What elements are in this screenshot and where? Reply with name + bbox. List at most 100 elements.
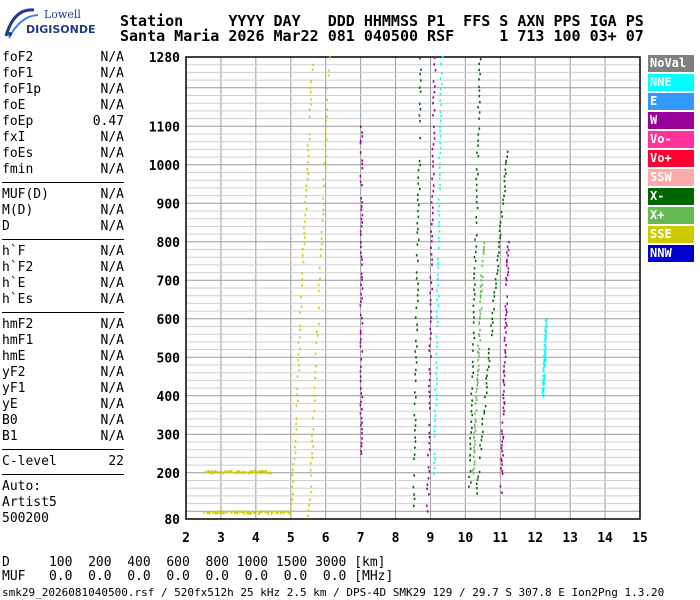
plot-frame [185,56,641,520]
data-point-w [360,245,362,248]
data-point-w [359,139,362,143]
data-point-x- [497,265,500,268]
data-point-nne [439,93,442,96]
data-point-sse [326,98,329,102]
data-point-sse [280,510,283,513]
data-point-x- [478,111,481,114]
data-point-w [426,504,428,507]
header-line1: Station YYYY DAY DDD HHMMSS P1 FFS S AXN… [120,12,644,30]
data-point-nne [439,134,442,138]
data-point-sse [309,137,311,141]
param-value: N/A [100,381,124,396]
data-point-w [501,444,503,447]
data-point-x- [415,277,418,280]
data-point-x- [418,102,421,105]
data-point-nne [544,340,547,344]
param-row-fof2: foF2 N/A [2,50,124,66]
data-point-x- [468,475,470,479]
param-label: fxI [2,130,26,145]
data-point-x- [416,328,418,332]
data-point-w [361,322,364,325]
data-point-sse [319,277,321,280]
data-point-nne [437,258,439,261]
y-tick-label: 600 [157,313,181,328]
data-point-x- [478,127,481,130]
param-row-md: M(D) N/A [2,203,124,219]
param-value: N/A [100,292,124,307]
data-point-w [359,332,362,335]
data-point-w [505,276,507,280]
x-tick-label: 10 [458,531,474,546]
data-point-w [361,287,364,290]
data-point-w [426,510,429,513]
data-point-sse [326,86,329,90]
data-point-x+ [477,364,480,367]
data-point-sse [307,154,310,158]
data-point-w [431,177,433,180]
data-point-x- [419,90,422,93]
data-point-nne [437,266,439,269]
x-tick-label: 7 [357,531,365,546]
data-point-sse [299,311,301,315]
data-point-sse [303,226,305,229]
data-point-nne [435,372,437,375]
data-point-x+ [473,467,475,470]
data-point-w [429,337,432,341]
data-point-w [503,383,506,387]
data-point-x- [474,283,476,286]
data-point-w [428,395,431,398]
data-point-sse [303,220,306,223]
data-point-sse [209,511,211,515]
data-point-x- [495,282,497,285]
data-point-nne [544,327,547,330]
param-row-hes: h`Es N/A [2,292,124,308]
data-point-x+ [478,321,480,324]
data-point-w [503,401,506,404]
data-point-x- [475,189,478,192]
data-point-x+ [480,307,483,310]
data-point-x+ [481,264,484,268]
data-point-sse [301,284,303,287]
data-point-nne [435,315,438,319]
data-point-sse [325,126,327,129]
data-point-x+ [477,344,479,348]
data-point-nne [544,351,547,355]
param-value: 0.47 [92,114,124,129]
data-point-w [507,267,510,270]
data-point-sse [324,132,327,135]
data-point-sse [318,306,320,310]
data-point-w [432,165,434,168]
legend-item-w: W [648,112,694,129]
data-point-sse [304,213,307,217]
data-point-x- [502,202,504,205]
data-point-sse [230,511,233,514]
data-point-x- [499,233,502,237]
data-point-x- [414,424,417,427]
auto-label: Auto: [2,479,42,494]
data-point-sse [248,470,251,473]
data-point-x+ [475,398,478,402]
data-point-sse [260,510,263,513]
data-point-sse [300,305,303,308]
data-point-w [429,407,431,410]
data-point-sse [322,178,325,181]
data-point-sse [320,248,322,251]
data-point-w [430,332,432,335]
data-point-nne [436,289,438,292]
x-tick-label: 9 [427,531,435,546]
data-point-x- [474,250,477,254]
data-point-w [359,375,362,378]
x-tick-label: 6 [322,531,330,546]
param-label: yE [2,397,18,412]
data-point-x+ [479,294,482,297]
param-label: M(D) [2,203,34,218]
y-tick-label: 500 [157,351,181,366]
header-line2: Santa Maria 2026 Mar22 081 040500 RSF 1 … [120,27,644,45]
data-point-x- [475,168,478,171]
data-point-x- [413,497,416,501]
data-point-sse [272,510,275,513]
data-point-sse [329,56,331,59]
data-point-w [433,109,436,112]
data-point-w [431,258,433,261]
data-point-w [361,263,363,266]
